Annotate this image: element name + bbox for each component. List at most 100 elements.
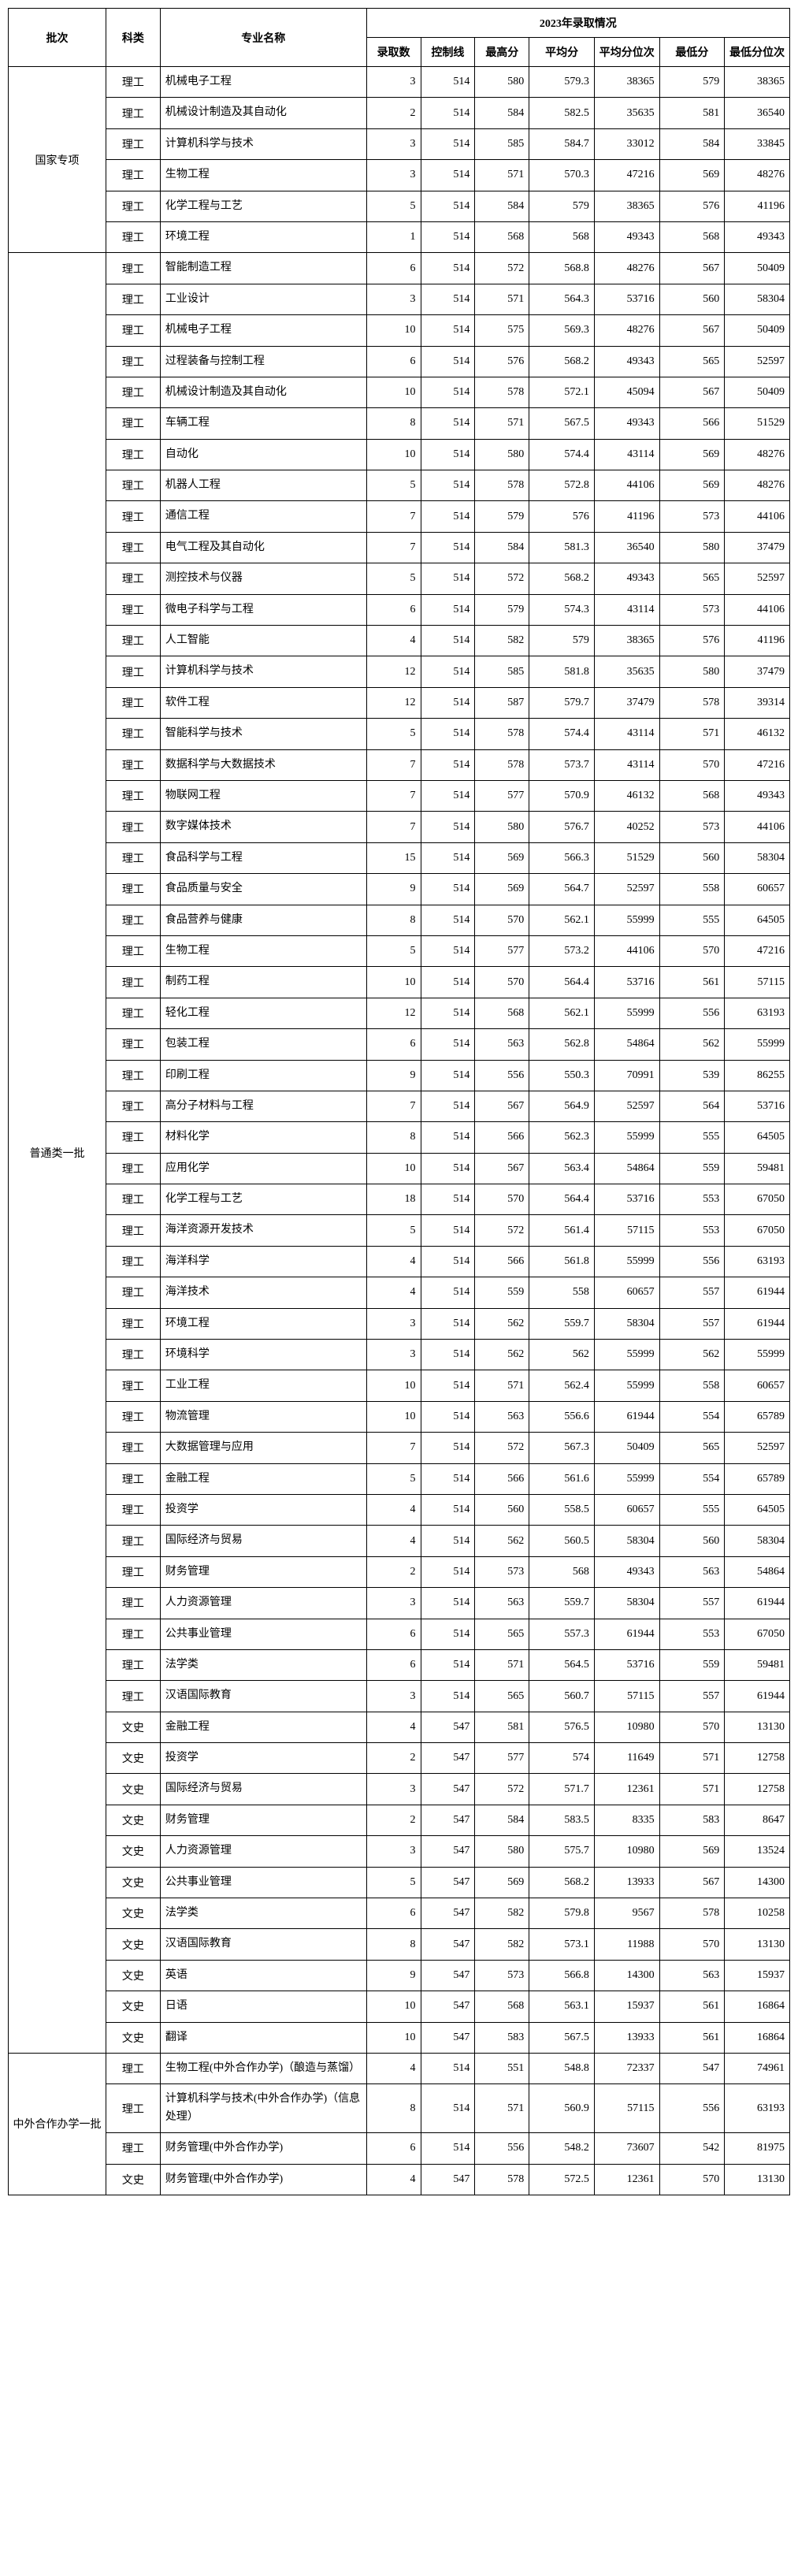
table-row: 理工应用化学10514567563.45486455959481: [9, 1153, 790, 1184]
control-cell: 514: [421, 98, 475, 128]
control-cell: 514: [421, 1340, 475, 1370]
min-cell: 554: [659, 1401, 725, 1432]
max-cell: 563: [475, 1029, 529, 1060]
count-cell: 3: [366, 1681, 421, 1712]
control-cell: 547: [421, 1836, 475, 1867]
count-cell: 4: [366, 1712, 421, 1742]
min-rank-cell: 86255: [725, 1060, 790, 1091]
max-cell: 578: [475, 719, 529, 749]
header-max: 最高分: [475, 38, 529, 67]
header-major: 专业名称: [160, 9, 366, 67]
major-cell: 印刷工程: [160, 1060, 366, 1091]
avg-rank-cell: 15937: [594, 1991, 659, 2022]
category-cell: 理工: [106, 626, 160, 656]
avg-cell: 562.1: [529, 998, 595, 1028]
control-cell: 514: [421, 1463, 475, 1494]
major-cell: 海洋资源开发技术: [160, 1215, 366, 1246]
min-rank-cell: 36540: [725, 98, 790, 128]
avg-cell: 582.5: [529, 98, 595, 128]
table-row: 理工物联网工程7514577570.94613256849343: [9, 780, 790, 811]
category-cell: 理工: [106, 1401, 160, 1432]
min-rank-cell: 81975: [725, 2133, 790, 2164]
max-cell: 577: [475, 1743, 529, 1774]
category-cell: 理工: [106, 67, 160, 98]
max-cell: 582: [475, 1929, 529, 1960]
min-cell: 554: [659, 1463, 725, 1494]
header-control: 控制线: [421, 38, 475, 67]
min-rank-cell: 44106: [725, 594, 790, 625]
avg-rank-cell: 49343: [594, 408, 659, 439]
max-cell: 562: [475, 1308, 529, 1339]
max-cell: 563: [475, 1401, 529, 1432]
avg-cell: 560.7: [529, 1681, 595, 1712]
major-cell: 英语: [160, 1960, 366, 1991]
control-cell: 514: [421, 377, 475, 407]
category-cell: 文史: [106, 2022, 160, 2053]
category-cell: 理工: [106, 905, 160, 935]
count-cell: 8: [366, 2084, 421, 2133]
avg-rank-cell: 60657: [594, 1494, 659, 1525]
control-cell: 514: [421, 1091, 475, 1121]
count-cell: 4: [366, 1246, 421, 1277]
count-cell: 10: [366, 2022, 421, 2053]
avg-cell: 571.7: [529, 1774, 595, 1805]
min-cell: 539: [659, 1060, 725, 1091]
avg-cell: 566.8: [529, 1960, 595, 1991]
min-rank-cell: 50409: [725, 377, 790, 407]
avg-rank-cell: 55999: [594, 1122, 659, 1153]
major-cell: 机器人工程: [160, 470, 366, 501]
major-cell: 人力资源管理: [160, 1836, 366, 1867]
control-cell: 547: [421, 1929, 475, 1960]
control-cell: 514: [421, 905, 475, 935]
category-cell: 文史: [106, 1743, 160, 1774]
avg-rank-cell: 10980: [594, 1836, 659, 1867]
major-cell: 法学类: [160, 1649, 366, 1680]
table-row: 理工财务管理25145735684934356354864: [9, 1556, 790, 1587]
count-cell: 3: [366, 128, 421, 159]
admission-table: 批次 科类 专业名称 2023年录取情况 录取数 控制线 最高分 平均分 平均分…: [8, 8, 790, 2195]
control-cell: 514: [421, 656, 475, 687]
batch-cell: 国家专项: [9, 67, 106, 253]
major-cell: 物联网工程: [160, 780, 366, 811]
control-cell: 514: [421, 1060, 475, 1091]
table-row: 理工汉语国际教育3514565560.75711555761944: [9, 1681, 790, 1712]
avg-rank-cell: 38365: [594, 626, 659, 656]
major-cell: 数字媒体技术: [160, 812, 366, 842]
avg-rank-cell: 33012: [594, 128, 659, 159]
major-cell: 国际经济与贸易: [160, 1526, 366, 1556]
avg-rank-cell: 36540: [594, 532, 659, 563]
category-cell: 理工: [106, 935, 160, 966]
table-row: 理工工业设计3514571564.35371656058304: [9, 284, 790, 314]
max-cell: 587: [475, 687, 529, 718]
avg-rank-cell: 13933: [594, 2022, 659, 2053]
count-cell: 3: [366, 1588, 421, 1619]
avg-rank-cell: 35635: [594, 656, 659, 687]
min-cell: 558: [659, 874, 725, 905]
category-cell: 理工: [106, 2133, 160, 2164]
max-cell: 571: [475, 2084, 529, 2133]
min-cell: 584: [659, 128, 725, 159]
avg-rank-cell: 12361: [594, 2164, 659, 2195]
category-cell: 文史: [106, 1960, 160, 1991]
min-cell: 569: [659, 470, 725, 501]
avg-rank-cell: 61944: [594, 1619, 659, 1649]
min-cell: 567: [659, 1867, 725, 1898]
avg-rank-cell: 48276: [594, 253, 659, 284]
category-cell: 理工: [106, 470, 160, 501]
avg-cell: 562.4: [529, 1370, 595, 1401]
avg-cell: 581.8: [529, 656, 595, 687]
table-row: 理工材料化学8514566562.35599955564505: [9, 1122, 790, 1153]
control-cell: 547: [421, 1898, 475, 1929]
min-cell: 559: [659, 1649, 725, 1680]
min-rank-cell: 13524: [725, 1836, 790, 1867]
major-cell: 计算机科学与技术(中外合作办学)（信息处理）: [160, 2084, 366, 2133]
count-cell: 9: [366, 1060, 421, 1091]
avg-cell: 548.8: [529, 2054, 595, 2084]
category-cell: 文史: [106, 1836, 160, 1867]
min-cell: 573: [659, 812, 725, 842]
min-cell: 555: [659, 905, 725, 935]
min-rank-cell: 14300: [725, 1867, 790, 1898]
control-cell: 514: [421, 1556, 475, 1587]
max-cell: 566: [475, 1463, 529, 1494]
control-cell: 514: [421, 1433, 475, 1463]
